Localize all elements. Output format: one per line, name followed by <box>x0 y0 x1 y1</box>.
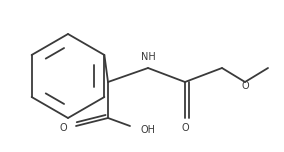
Text: O: O <box>181 123 189 133</box>
Text: NH: NH <box>141 52 155 62</box>
Text: O: O <box>59 123 67 133</box>
Text: O: O <box>241 81 249 91</box>
Text: OH: OH <box>141 125 156 135</box>
